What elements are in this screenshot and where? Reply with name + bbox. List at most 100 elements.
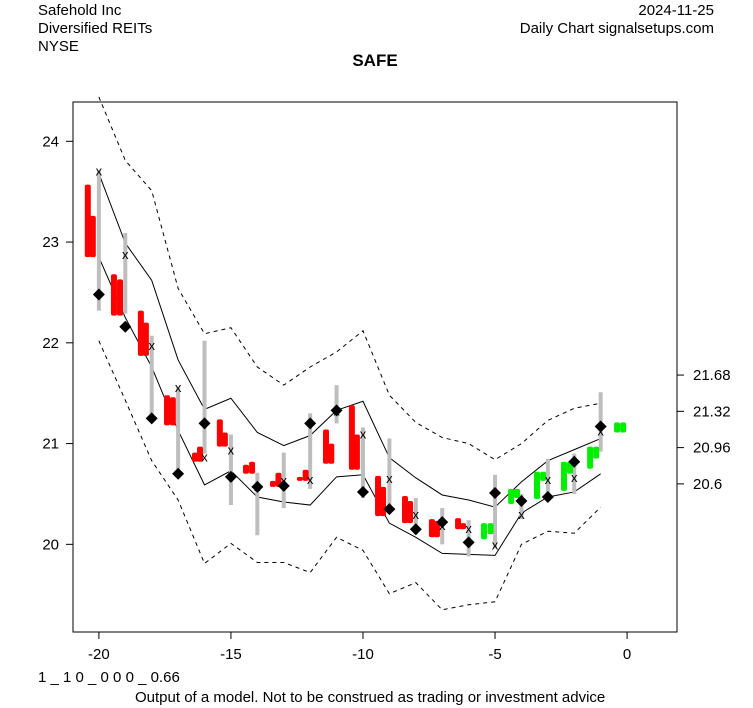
daily-candle-down [401,495,408,524]
daily-candle-down [406,501,413,524]
exchange: NYSE [38,38,79,55]
x-marker: x [96,164,103,179]
daily-candle-down [460,523,467,530]
x-marker: x [386,471,393,486]
x-marker: x [571,470,578,485]
daily-candle-down [142,322,149,356]
daily-candle-up [620,422,627,433]
daily-candle-down [192,452,199,462]
daily-candle-up [560,461,567,491]
x-marker: x [465,521,472,536]
x-marker: x [545,472,552,487]
daily-candle-down [433,521,440,538]
x-marker: x [281,473,288,488]
source: Daily Chart signalsetups.com [519,20,714,37]
right-tick-label: 21.68 [693,367,731,384]
band-lower-outer [98,340,602,611]
x-marker: x [307,472,314,487]
company-name: Safehold Inc [38,2,122,19]
daily-candle-down [348,405,355,470]
daily-candle-down [328,443,335,464]
diamond-marker [304,417,317,430]
y-tick-label: 20 [42,536,59,553]
daily-candle-down [353,434,360,470]
daily-candle-down [455,518,462,530]
x-marker: x [175,380,182,395]
daily-candle-up [487,523,494,535]
y-tick-label: 21 [42,436,59,453]
daily-candle-down [380,486,387,517]
daily-candle-down [242,464,249,474]
x-marker: x [439,518,446,533]
x-marker: x [492,537,499,552]
y-tick-label: 22 [42,335,59,352]
x-tick-label: -5 [488,646,501,663]
x-tick-label: 0 [623,646,631,663]
daily-candle-up [540,471,547,481]
diamond-marker [489,486,502,499]
daily-candle-down [428,519,435,538]
x-tick-label: -20 [88,646,110,663]
daily-candle-down [269,480,276,487]
x-marker: x [597,423,604,438]
diamond-marker [92,288,105,301]
diamond-marker [515,495,528,508]
daily-candle-up [587,446,594,469]
x-tick-label: -15 [220,646,242,663]
sector: Diversified REITs [38,20,153,37]
diamond-marker [251,480,264,493]
diamond-marker [172,467,185,480]
diamond-marker [330,404,343,417]
x-tick-label: -10 [352,646,374,663]
x-marker: x [254,479,261,494]
plot-frame [72,101,678,633]
band-upper-outer [98,96,601,461]
daily-candle-down [323,429,330,464]
diamond-marker [594,420,607,433]
diamond-marker [541,490,554,503]
daily-candle-up [614,422,621,433]
daily-candle-down [302,469,309,481]
daily-candle-down [275,472,282,487]
daily-candle-down [117,279,124,316]
x-marker: x [413,507,420,522]
x-marker: x [148,338,155,353]
daily-candle-down [110,274,117,316]
daily-candle-down [375,475,382,517]
x-marker: x [360,427,367,442]
x-marker: x [228,443,235,458]
chart-title: SAFE [352,51,397,70]
daily-candle-down [197,446,204,462]
daily-candle-up [534,471,541,499]
chart-date: 2024-11-25 [638,2,714,19]
daily-candle-down [221,432,228,447]
right-tick-label: 20.96 [693,440,731,457]
diamond-marker [383,503,396,516]
disclaimer: Output of a model. Not to be construed a… [135,689,606,706]
x-marker: x [518,507,525,522]
diamond-marker [277,479,290,492]
model-code: 1 _ 1 0 _ 0 0 0 _ 0.66 [38,669,180,686]
daily-candle-up [480,523,487,540]
y-tick-label: 24 [42,133,59,150]
diamond-marker [198,417,211,430]
daily-candle-up [513,488,520,498]
diamond-marker [409,523,422,536]
diamond-marker [568,455,581,468]
daily-candle-up [508,488,515,505]
daily-candle-down [84,184,91,258]
right-tick-label: 20.6 [693,476,722,493]
daily-candle-down [164,395,171,426]
diamond-marker [224,470,237,483]
diamond-marker [356,485,369,498]
right-tick-label: 21.32 [693,403,731,420]
daily-candle-down [249,461,256,474]
x-marker: x [122,247,129,262]
y-tick-label: 23 [42,234,59,251]
diamond-marker [436,516,449,529]
diamond-marker [119,320,132,333]
band-lower-inner [98,256,601,556]
daily-candle-down [137,310,144,356]
